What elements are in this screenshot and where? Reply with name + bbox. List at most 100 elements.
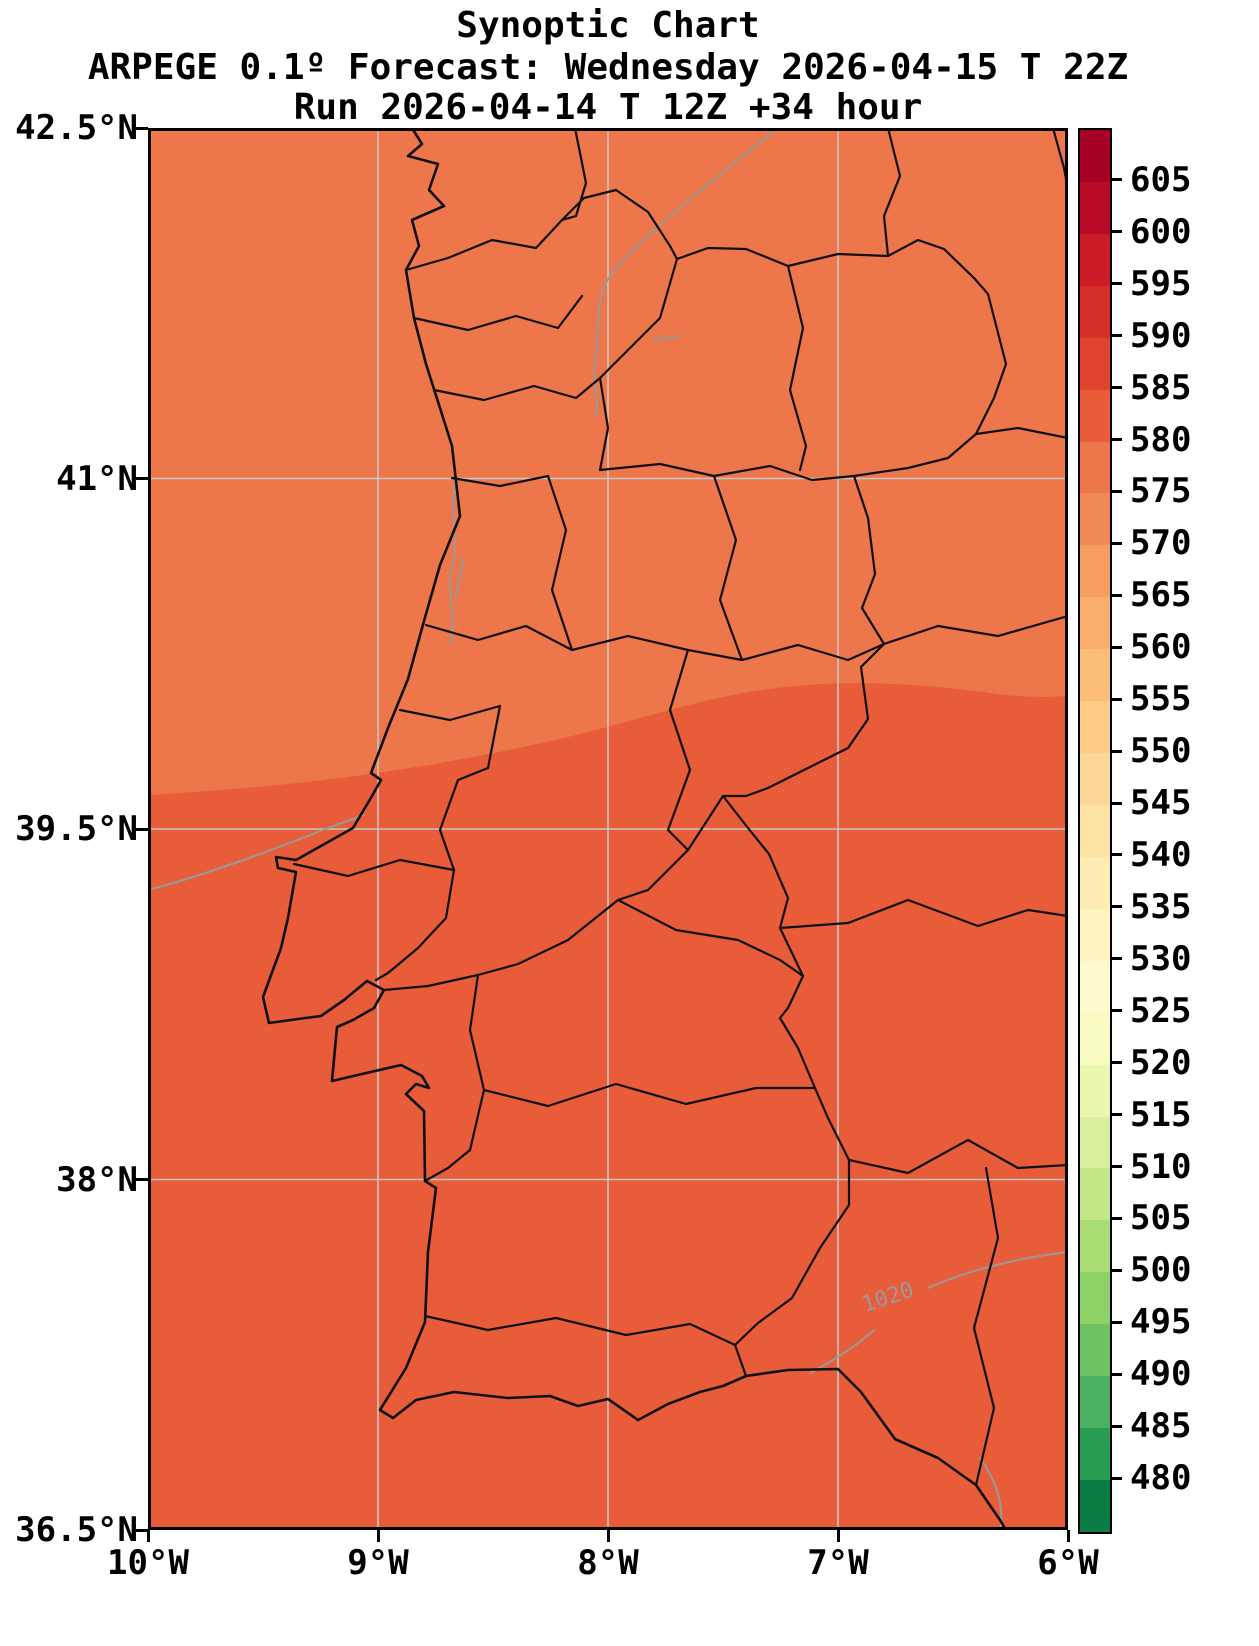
colorbar-tick-mark [1112, 386, 1122, 390]
y-axis-tick-mark [136, 1178, 148, 1181]
colorbar-tick-label: 510 [1130, 1146, 1192, 1187]
colorbar-segment [1080, 960, 1110, 1013]
map-plot: 1020 [148, 128, 1068, 1530]
colorbar-tick-label: 515 [1130, 1094, 1192, 1135]
y-axis-tick-label: 38°N [56, 1159, 138, 1200]
colorbar-tick-label: 565 [1130, 575, 1192, 616]
x-axis-tick-mark [146, 1530, 150, 1542]
gridlines [148, 128, 1068, 1530]
colorbar-segment [1080, 1116, 1110, 1169]
colorbar-segment [1080, 1428, 1110, 1480]
colorbar-tick-label: 590 [1130, 315, 1192, 356]
colorbar-segment [1080, 337, 1110, 390]
colorbar-tick-label: 600 [1130, 211, 1192, 252]
colorbar-tick-label: 580 [1130, 419, 1192, 460]
y-axis-tick-label: 41°N [56, 458, 138, 499]
colorbar-tick-mark [1112, 853, 1122, 857]
x-axis-tick-mark [376, 1530, 380, 1542]
colorbar [1078, 128, 1112, 1534]
colorbar-tick-mark [1112, 1165, 1122, 1169]
colorbar-segment [1080, 804, 1110, 857]
x-axis-tick-label: 10°W [107, 1543, 189, 1583]
colorbar-segment [1080, 908, 1110, 961]
colorbar-segment [1080, 1376, 1110, 1429]
colorbar-segment [1080, 753, 1110, 805]
colorbar-tick-mark [1112, 1320, 1122, 1324]
colorbar-tick-mark [1112, 230, 1122, 234]
colorbar-tick-mark [1112, 178, 1122, 182]
colorbar-tick-label: 605 [1130, 159, 1192, 200]
colorbar-segment [1080, 181, 1110, 234]
colorbar-tick-label: 550 [1130, 731, 1192, 772]
colorbar-segment [1080, 285, 1110, 338]
colorbar-tick-mark [1112, 1009, 1122, 1013]
colorbar-tick-mark [1112, 645, 1122, 649]
colorbar-tick-mark [1112, 905, 1122, 909]
colorbar-segment [1080, 1479, 1110, 1532]
colorbar-segment [1080, 856, 1110, 909]
colorbar-tick-mark [1112, 801, 1122, 805]
colorbar-tick-label: 575 [1130, 471, 1192, 512]
chart-title: Synoptic Chart [456, 5, 760, 46]
colorbar-tick-mark [1112, 438, 1122, 442]
colorbar-segment [1080, 130, 1110, 182]
colorbar-tick-mark [1112, 1424, 1122, 1428]
colorbar-tick-mark [1112, 282, 1122, 286]
colorbar-segment [1080, 1064, 1110, 1117]
colorbar-tick-mark [1112, 1372, 1122, 1376]
colorbar-tick-mark [1112, 593, 1122, 597]
colorbar-tick-label: 495 [1130, 1302, 1192, 1343]
colorbar-segment [1080, 1220, 1110, 1273]
colorbar-tick-label: 505 [1130, 1198, 1192, 1239]
colorbar-segment [1080, 389, 1110, 442]
colorbar-tick-label: 545 [1130, 783, 1192, 824]
colorbar-segment [1080, 1324, 1110, 1377]
colorbar-tick-mark [1112, 1268, 1122, 1272]
chart-run-info: Run 2026-04-14 T 12Z +34 hour [293, 87, 923, 128]
colorbar-tick-label: 585 [1130, 367, 1192, 408]
colorbar-segment [1080, 441, 1110, 494]
colorbar-tick-mark [1112, 1061, 1122, 1065]
map-frame [148, 128, 1068, 1530]
y-axis-tick-label: 36.5°N [15, 1510, 138, 1550]
province-boundaries [560, 128, 1068, 1487]
colorbar-segment [1080, 1168, 1110, 1221]
x-axis-tick-label: 6°W [1037, 1543, 1099, 1583]
colorbar-tick-label: 535 [1130, 886, 1192, 927]
colorbar-tick-label: 480 [1130, 1458, 1192, 1499]
colorbar-tick-mark [1112, 749, 1122, 753]
colorbar-tick-mark [1112, 334, 1122, 338]
colorbar-tick-mark [1112, 1216, 1122, 1220]
colorbar-tick-mark [1112, 489, 1122, 493]
colorbar-segment [1080, 701, 1110, 754]
x-axis-tick-mark [606, 1530, 610, 1542]
colorbar-tick-mark [1112, 1113, 1122, 1117]
chart-subtitle: ARPEGE 0.1º Forecast: Wednesday 2026-04-… [87, 47, 1129, 88]
colorbar-tick-label: 595 [1130, 263, 1192, 304]
colorbar-tick-label: 490 [1130, 1354, 1192, 1395]
national-border-path [404, 188, 1008, 1378]
colorbar-segment [1080, 1012, 1110, 1065]
x-axis-tick-mark [1066, 1530, 1070, 1542]
y-axis-tick-mark [136, 126, 148, 130]
colorbar-tick-label: 570 [1130, 523, 1192, 564]
colorbar-segment [1080, 597, 1110, 650]
colorbar-segment [1080, 233, 1110, 286]
x-axis-tick-mark [836, 1530, 840, 1542]
y-axis-tick-mark [136, 1528, 148, 1532]
colorbar-tick-label: 540 [1130, 834, 1192, 875]
geography-boundaries [261, 128, 1068, 1530]
colorbar-segment [1080, 493, 1110, 546]
colorbar-tick-mark [1112, 957, 1122, 961]
colorbar-tick-label: 485 [1130, 1406, 1192, 1447]
colorbar-tick-label: 555 [1130, 679, 1192, 720]
y-axis-tick-label: 39.5°N [15, 809, 138, 849]
x-axis-tick-label: 7°W [807, 1543, 869, 1583]
colorbar-tick-label: 525 [1130, 990, 1192, 1031]
colorbar-tick-label: 530 [1130, 938, 1192, 979]
x-axis-tick-label: 9°W [347, 1543, 409, 1583]
colorbar-tick-mark [1112, 541, 1122, 545]
district-boundaries [292, 257, 886, 1347]
colorbar-tick-mark [1112, 697, 1122, 701]
